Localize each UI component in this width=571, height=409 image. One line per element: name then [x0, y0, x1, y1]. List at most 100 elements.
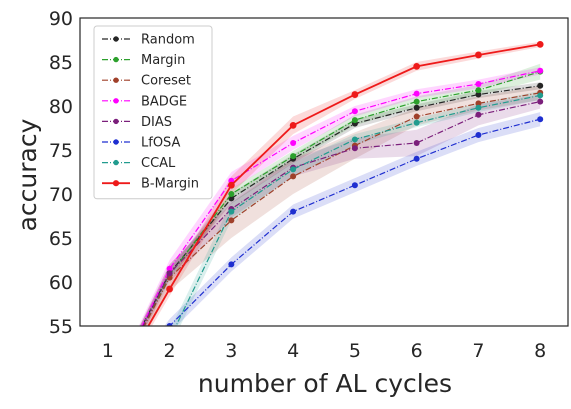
data-point-margin: [105, 393, 111, 399]
legend-marker-badge: [113, 98, 119, 104]
x-tick-label: 4: [287, 340, 299, 362]
data-point-lfosa: [537, 116, 544, 123]
legend-marker-margin: [113, 56, 119, 63]
legend-marker-ccal: [113, 159, 119, 166]
series-line-badge: [141, 70, 541, 326]
data-point-dias: [413, 139, 420, 146]
data-point-margin: [290, 153, 297, 160]
data-point-badge: [166, 265, 173, 272]
data-point-badge: [351, 108, 358, 115]
data-point-b-margin: [289, 121, 297, 129]
series-line-margin: [142, 71, 541, 326]
series-line-lfosa: [168, 118, 541, 326]
legend-marker-lfosa: [113, 139, 119, 145]
y-tick-label: 75: [49, 140, 73, 162]
data-point-random: [475, 91, 482, 98]
data-point-random: [413, 104, 420, 111]
legend-label-coreset: Coreset: [141, 74, 191, 89]
y-tick-label: 60: [49, 272, 73, 294]
data-point-b-margin: [227, 181, 235, 189]
data-point-coreset: [413, 113, 420, 120]
x-tick-label: 8: [534, 340, 546, 362]
confidence-band-dias: [139, 94, 541, 326]
series-line-dias: [142, 101, 541, 326]
confidence-band-lfosa: [164, 112, 541, 326]
x-tick-label: 6: [411, 340, 423, 362]
data-point-b-margin: [166, 285, 173, 293]
y-tick-label: 80: [49, 96, 73, 118]
plot-frame: [79, 17, 569, 327]
data-point-badge: [475, 81, 482, 87]
legend-marker-b-margin: [112, 180, 120, 187]
data-point-ccal: [105, 402, 111, 408]
data-point-lfosa: [166, 323, 173, 326]
data-point-ccal: [413, 119, 420, 126]
confidence-band-b-margin: [144, 41, 541, 326]
data-point-ccal: [475, 104, 482, 111]
data-point-b-margin: [413, 63, 421, 70]
legend: Random Margin Coreset BADGE DIAS LfOSA CCAL B-M…: [93, 25, 213, 200]
series-line-b-margin: [147, 43, 541, 326]
x-axis-label: number of AL cycles: [198, 369, 452, 398]
x-tick-label: 2: [164, 340, 176, 362]
y-tick-label: 85: [49, 52, 73, 74]
data-point-margin: [475, 87, 482, 94]
data-point-lfosa: [475, 132, 482, 139]
data-point-dias: [537, 98, 544, 105]
data-point-ccal: [537, 92, 544, 99]
legend-label-badge: BADGE: [141, 94, 187, 109]
data-point-badge: [290, 139, 297, 146]
data-point-margin: [228, 191, 235, 197]
data-point-lfosa: [228, 261, 235, 268]
y-tick-label: 55: [49, 316, 73, 338]
legend-box: [93, 25, 213, 200]
data-point-lfosa: [351, 182, 358, 189]
data-point-coreset: [290, 173, 297, 180]
data-point-dias: [475, 111, 482, 118]
x-tick-label: 5: [349, 340, 361, 362]
data-point-ccal: [228, 208, 235, 215]
data-point-coreset: [105, 393, 111, 399]
data-point-margin: [413, 98, 420, 105]
confidence-band-badge: [138, 67, 541, 326]
data-point-margin: [351, 117, 358, 124]
legend-label-margin: Margin: [141, 53, 185, 68]
legend-marker-random: [113, 36, 119, 42]
data-point-b-margin: [351, 91, 359, 98]
legend-label-random: Random: [141, 33, 195, 48]
legend-marker-dias: [113, 118, 119, 125]
data-point-ccal: [351, 136, 358, 143]
data-point-dias: [166, 270, 173, 277]
data-point-b-margin: [475, 51, 482, 59]
legend-label-lfosa: LfOSA: [141, 136, 181, 151]
data-point-coreset: [475, 100, 482, 107]
x-tick-label: 7: [472, 340, 484, 362]
series-line-coreset: [143, 92, 541, 326]
y-axis-label: accuracy: [13, 118, 42, 231]
y-tick-label: 70: [49, 184, 73, 206]
data-point-badge: [105, 393, 111, 399]
data-point-dias: [351, 145, 358, 152]
legend-marker-coreset: [113, 77, 119, 83]
data-point-random: [537, 82, 544, 89]
data-point-badge: [413, 90, 420, 97]
data-point-coreset: [228, 217, 235, 224]
data-point-lfosa: [105, 402, 111, 408]
x-tick-label: 3: [225, 340, 237, 362]
data-point-b-margin: [104, 393, 111, 400]
data-point-random: [105, 389, 111, 395]
y-tick-label: 65: [49, 228, 73, 250]
legend-label-b-margin: B-Margin: [141, 177, 199, 192]
data-point-b-margin: [536, 41, 544, 48]
legend-label-dias: DIAS: [141, 115, 172, 130]
data-point-ccal: [290, 166, 297, 173]
y-tick-label: 90: [49, 8, 73, 30]
data-point-badge: [537, 67, 544, 74]
data-point-lfosa: [290, 208, 297, 215]
confidence-band-random: [139, 82, 541, 326]
series-line-ccal: [175, 94, 541, 326]
data-point-lfosa: [413, 155, 420, 162]
legend-label-ccal: CCAL: [141, 156, 176, 171]
x-tick-label: 1: [102, 340, 114, 362]
